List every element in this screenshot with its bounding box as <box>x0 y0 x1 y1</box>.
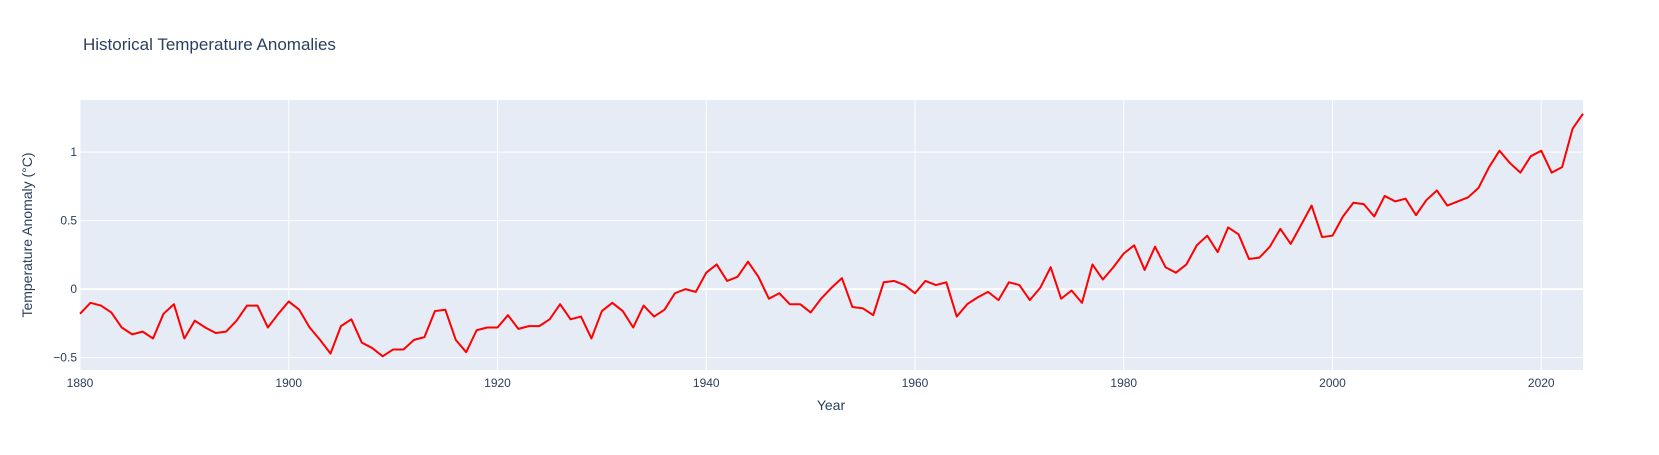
chart-title: Historical Temperature Anomalies <box>83 35 336 54</box>
tick-labels: 1880 1900 1920 1940 1960 1980 2000 2020 −0.5 0 0.5… <box>53 145 1555 390</box>
x-tick-label: 2020 <box>1528 376 1555 390</box>
y-tick-label: 0.5 <box>60 214 77 228</box>
plot-area <box>80 100 1583 370</box>
y-axis-title: Temperature Anomaly (°C) <box>19 152 35 317</box>
temperature-anomaly-line <box>79 113 1584 358</box>
y-tick-label: −0.5 <box>53 351 77 365</box>
x-tick-label: 1960 <box>902 376 929 390</box>
x-tick-label: 1980 <box>1110 376 1137 390</box>
x-tick-label: 1920 <box>484 376 511 390</box>
x-tick-label: 1940 <box>693 376 720 390</box>
x-tick-label: 2000 <box>1319 376 1346 390</box>
y-tick-label: 0 <box>70 282 77 296</box>
x-axis-title: Year <box>817 397 846 413</box>
x-tick-label: 1880 <box>67 376 94 390</box>
x-tick-label: 1900 <box>275 376 302 390</box>
y-tick-label: 1 <box>70 145 77 159</box>
